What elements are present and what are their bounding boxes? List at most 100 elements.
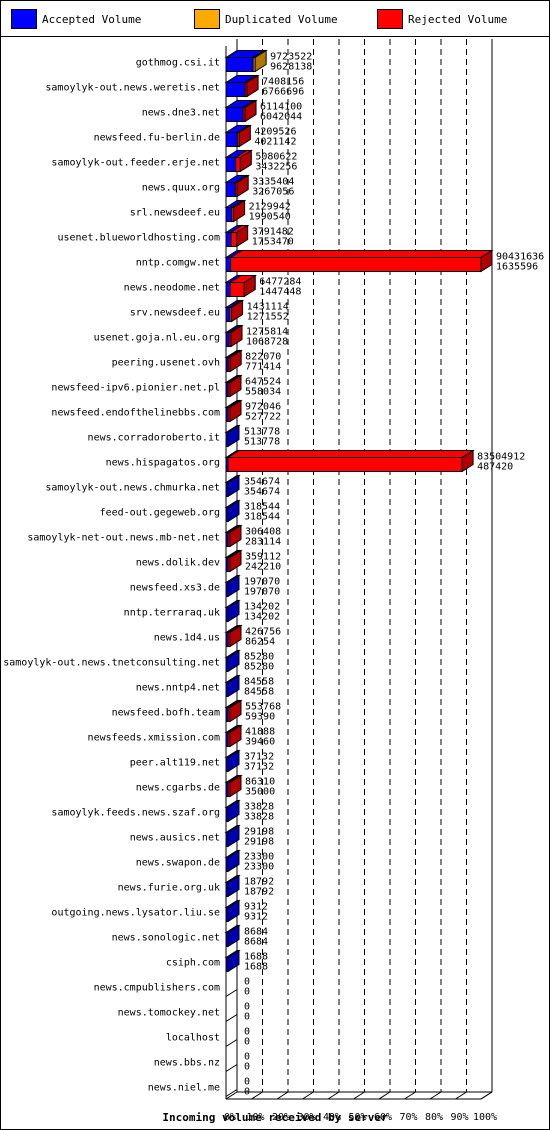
value-label-bottom: 771414 <box>245 362 281 373</box>
category-label: samoylyk-out.news.chmurka.net <box>45 483 220 494</box>
value-label-bottom: 487420 <box>477 462 513 473</box>
floor-tick-line <box>302 1091 314 1100</box>
legend-label-rejected: Rejected Volume <box>408 12 508 26</box>
bar-front-face <box>230 232 238 247</box>
value-label-top: 83504912 <box>477 452 525 463</box>
category-label: gothmog.csi.it <box>136 58 220 69</box>
value-label-bottom: 0 <box>244 1012 250 1023</box>
x-tick-label: 0% <box>224 1112 236 1123</box>
bar-side-face <box>227 599 240 623</box>
value-label-top: 647524 <box>245 377 281 388</box>
value-label-bottom: 35000 <box>245 787 275 798</box>
bar-side-face <box>227 824 240 848</box>
value-label-bottom: 283114 <box>245 537 281 548</box>
value-label-bottom: 242210 <box>245 562 281 573</box>
category-label: samoylyk-net-out.news.mb-net.net <box>27 533 220 544</box>
bar-front-face <box>225 182 236 197</box>
category-label: newsfeed.fu-berlin.de <box>94 133 220 144</box>
value-label-top: 318544 <box>244 502 280 513</box>
category-label: news.neodome.net <box>124 283 220 294</box>
category-label: samoylyk.feeds.news.szaf.org <box>51 808 220 819</box>
floor-tick-line <box>276 1091 289 1100</box>
bar-side-face <box>229 399 242 423</box>
category-label: csiph.com <box>166 958 220 969</box>
value-label-bottom: 3432256 <box>255 162 297 173</box>
value-label-bottom: 197070 <box>244 587 280 598</box>
category-label: peering.usenet.ovh <box>112 358 220 369</box>
bar-front-face <box>225 132 238 147</box>
value-label-bottom: 1753470 <box>252 237 294 248</box>
category-label: samoylyk-out.feeder.erje.net <box>51 158 220 169</box>
value-label-top: 0 <box>244 1002 250 1013</box>
bar-front-face <box>227 457 463 472</box>
legend-swatch-duplicated <box>194 9 220 29</box>
category-label: nntp.terraraq.uk <box>124 608 220 619</box>
legend-label-accepted: Accepted Volume <box>42 12 142 26</box>
bar-front-face <box>229 282 245 297</box>
value-label-top: 553768 <box>245 702 281 713</box>
value-label-bottom: 8684 <box>244 937 268 948</box>
bar-side-face <box>227 924 240 948</box>
x-tick-label: 30% <box>297 1112 315 1123</box>
bar-front-face <box>225 107 244 122</box>
bar-front-face <box>230 257 482 272</box>
value-label-top: 822070 <box>245 352 281 363</box>
value-label-bottom: 513778 <box>244 437 280 448</box>
bar-side-face <box>236 224 249 248</box>
value-label-top: 7408156 <box>262 77 304 88</box>
x-tick-label: 100% <box>473 1112 497 1123</box>
value-label-bottom: 0 <box>244 1037 250 1048</box>
category-label: news.tomockey.net <box>118 1008 220 1019</box>
bar-front-face <box>225 232 232 247</box>
bar-side-face <box>239 149 252 173</box>
bar-side-face <box>227 874 240 898</box>
value-label-top: 1431114 <box>247 302 289 313</box>
bar-side-face <box>243 274 256 298</box>
bar-empty-marker <box>225 989 238 997</box>
bar-side-face <box>238 124 251 148</box>
x-tick-label: 70% <box>399 1112 417 1123</box>
x-tick-label: 10% <box>246 1112 264 1123</box>
bar-side-face <box>246 74 259 98</box>
bar-empty-marker <box>225 1089 238 1097</box>
value-label-top: 0 <box>244 1077 250 1088</box>
bar-empty-marker <box>225 1014 238 1022</box>
category-label: newsfeed-ipv6.pionier.net.pl <box>51 383 220 394</box>
bar-side-face <box>227 674 240 698</box>
value-label-top: 85280 <box>244 652 274 663</box>
value-label-bottom: 86254 <box>245 637 275 648</box>
category-label: news.cmpublishers.com <box>94 983 220 994</box>
category-label: news.niel.me <box>148 1083 220 1094</box>
value-label-bottom: 85280 <box>244 662 274 673</box>
category-label: outgoing.news.lysator.liu.se <box>51 908 220 919</box>
value-label-top: 37132 <box>244 752 274 763</box>
category-label: newsfeed.bofh.team <box>112 708 220 719</box>
value-label-top: 2129942 <box>249 202 291 213</box>
value-label-bottom: 39460 <box>245 737 275 748</box>
floor-tick-line <box>251 1091 263 1100</box>
value-label-bottom: 318544 <box>244 512 280 523</box>
value-label-bottom: 1990540 <box>249 212 291 223</box>
value-label-top: 1275814 <box>246 327 288 338</box>
value-label-top: 18792 <box>244 877 274 888</box>
bar-side-face <box>229 549 242 573</box>
bar-front-face <box>225 57 254 72</box>
category-label: news.ausics.net <box>130 833 220 844</box>
value-label-bottom: 9312 <box>244 912 268 923</box>
value-label-top: 6114100 <box>260 102 302 113</box>
value-label-top: 3791482 <box>252 227 294 238</box>
value-label-top: 306408 <box>245 527 281 538</box>
bar-side-face <box>229 524 242 548</box>
value-label-top: 4209526 <box>254 127 296 138</box>
value-label-top: 90431636 <box>496 252 544 263</box>
value-label-top: 513778 <box>244 427 280 438</box>
value-label-bottom: 37132 <box>244 762 274 773</box>
value-label-top: 0 <box>244 1052 250 1063</box>
value-label-bottom: 0 <box>244 1062 250 1073</box>
value-label-top: 0 <box>244 1027 250 1038</box>
floor-tick-line <box>404 1091 416 1100</box>
category-label: news.quux.org <box>142 183 220 194</box>
floor-right-edge <box>480 1091 493 1100</box>
value-label-bottom: 6766696 <box>262 87 304 98</box>
value-label-bottom: 1688 <box>244 962 268 973</box>
